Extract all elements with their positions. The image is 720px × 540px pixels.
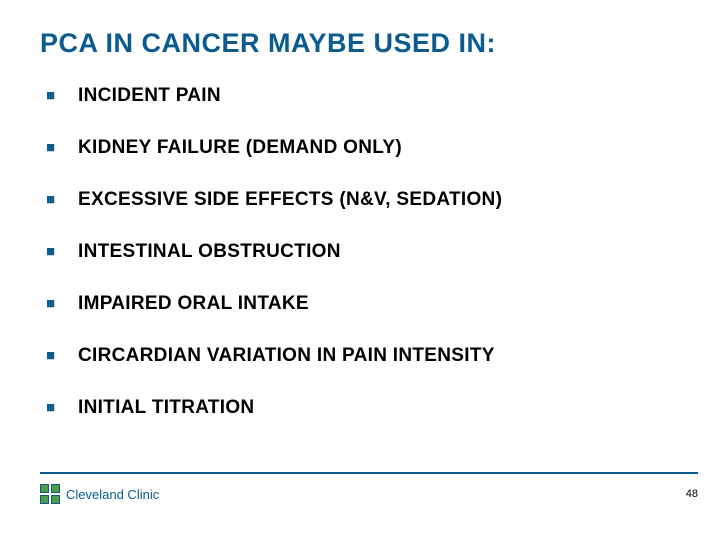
- bullet-icon: ■: [46, 85, 56, 107]
- list-item: ■ KIDNEY FAILURE (DEMAND ONLY): [46, 137, 680, 159]
- footer: Cleveland Clinic 48: [40, 472, 698, 504]
- bullet-icon: ■: [46, 189, 56, 211]
- slide: PCA IN CANCER MAYBE USED IN: ■ INCIDENT …: [0, 0, 720, 540]
- bullet-text: CIRCARDIAN VARIATION IN PAIN INTENSITY: [78, 345, 495, 367]
- bullet-icon: ■: [46, 241, 56, 263]
- list-item: ■ INITIAL TITRATION: [46, 397, 680, 419]
- bullet-text: INTESTINAL OBSTRUCTION: [78, 241, 341, 263]
- list-item: ■ IMPAIRED ORAL INTAKE: [46, 293, 680, 315]
- list-item: ■ CIRCARDIAN VARIATION IN PAIN INTENSITY: [46, 345, 680, 367]
- org-logo: Cleveland Clinic: [40, 484, 159, 504]
- bullet-list: ■ INCIDENT PAIN ■ KIDNEY FAILURE (DEMAND…: [40, 85, 680, 419]
- list-item: ■ INTESTINAL OBSTRUCTION: [46, 241, 680, 263]
- bullet-icon: ■: [46, 293, 56, 315]
- bullet-icon: ■: [46, 397, 56, 419]
- list-item: ■ INCIDENT PAIN: [46, 85, 680, 107]
- list-item: ■ EXCESSIVE SIDE EFFECTS (N&V, SEDATION): [46, 189, 680, 211]
- bullet-icon: ■: [46, 345, 56, 367]
- slide-title: PCA IN CANCER MAYBE USED IN:: [40, 28, 680, 59]
- bullet-icon: ■: [46, 137, 56, 159]
- logo-mark-icon: [40, 484, 60, 504]
- bullet-text: KIDNEY FAILURE (DEMAND ONLY): [78, 137, 402, 159]
- footer-divider: [40, 472, 698, 474]
- bullet-text: EXCESSIVE SIDE EFFECTS (N&V, SEDATION): [78, 189, 502, 211]
- footer-row: Cleveland Clinic 48: [40, 484, 698, 504]
- page-number: 48: [686, 488, 698, 500]
- bullet-text: IMPAIRED ORAL INTAKE: [78, 293, 309, 315]
- org-name: Cleveland Clinic: [66, 487, 159, 502]
- bullet-text: INCIDENT PAIN: [78, 85, 221, 107]
- bullet-text: INITIAL TITRATION: [78, 397, 254, 419]
